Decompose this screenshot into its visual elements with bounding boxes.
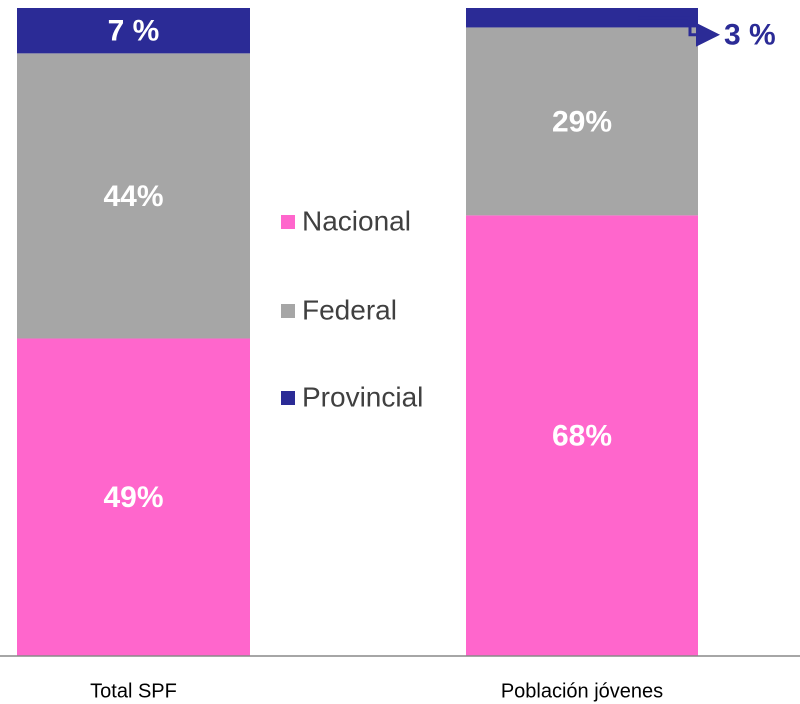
legend-swatch	[281, 391, 295, 405]
data-label: 3 %	[724, 19, 776, 52]
x-tick-label: Población jóvenes	[501, 680, 663, 702]
data-label: 49%	[103, 481, 163, 514]
bar-segment	[17, 338, 250, 656]
legend-swatch	[281, 215, 295, 229]
data-label: 44%	[103, 180, 163, 213]
bar-segment	[466, 215, 698, 657]
bar-segment	[17, 53, 250, 339]
label-arrow	[638, 16, 720, 47]
bar-segment	[17, 8, 250, 54]
bar-segment	[466, 8, 698, 28]
data-label: 68%	[552, 420, 612, 453]
bar-segment	[466, 27, 698, 216]
legend-label: Nacional	[302, 205, 411, 236]
legend-swatch	[281, 304, 295, 318]
data-label: 29%	[552, 105, 612, 138]
legend-label: Federal	[302, 294, 397, 325]
data-label: 7 %	[108, 15, 160, 48]
x-tick-label: Total SPF	[90, 680, 177, 702]
legend-label: Provincial	[302, 381, 423, 412]
